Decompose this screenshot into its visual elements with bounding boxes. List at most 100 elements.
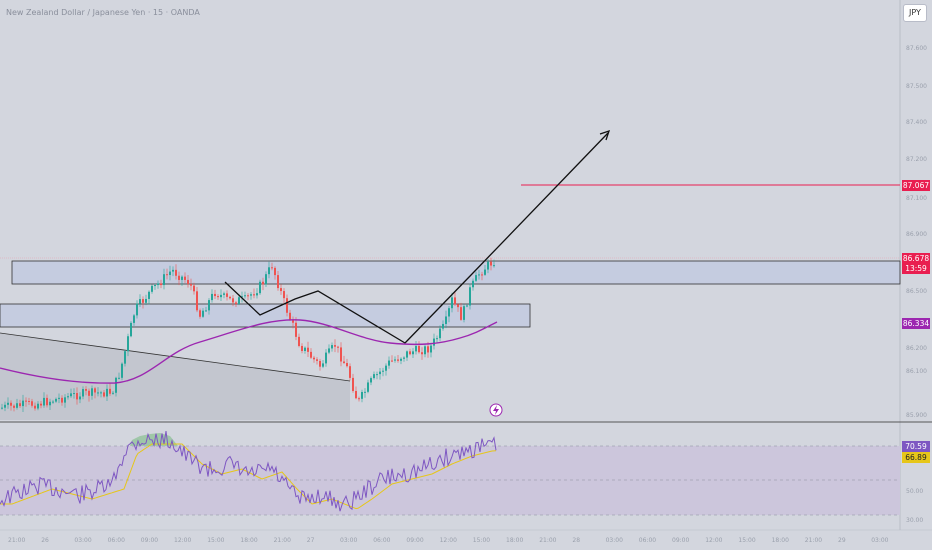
candle-body [370,378,372,383]
candle-body [106,388,108,397]
time-axis-label: 28 [572,537,581,544]
price-axis-label: 86.900 [906,231,927,238]
time-axis-label: 09:00 [406,537,424,544]
rsi-overbought-fill [130,433,178,446]
candle-body [52,401,54,403]
candle-body [175,269,177,276]
time-axis-label: 15:00 [207,537,225,544]
candle-body [454,297,456,305]
candle-body [388,360,390,366]
ma-price-tag: 86.334 [902,318,930,329]
candle-body [22,400,24,407]
projection-line [404,132,609,344]
candle-body [241,296,243,298]
candle-body [307,347,309,352]
time-axis-label: 12:00 [439,537,457,544]
candle-body [409,351,411,355]
candle-body [358,398,360,400]
candle-body [493,265,495,267]
candle-body [448,308,450,317]
time-axis-label: 09:00 [672,537,690,544]
candle-body [223,293,225,295]
candle-body [376,374,378,376]
candle-body [445,316,447,324]
candle-body [361,391,363,399]
candle-body [127,336,129,352]
candle-body [1,407,3,409]
candle-body [277,275,279,289]
candle-body [487,261,489,270]
candle-body [283,291,285,299]
trendline [0,332,351,382]
candle-body [328,348,330,353]
candle-body [211,293,213,301]
rsi-value-tag: 70.59 [902,441,930,452]
candle-body [190,284,192,286]
candle-body [481,274,483,276]
time-axis-label: 18:00 [240,537,258,544]
candle-body [316,359,318,361]
price-axis-label: 87.400 [906,119,927,126]
rsi-band [0,446,900,515]
time-axis-label: 26 [41,537,49,544]
candle-body [274,267,276,276]
candle-body [442,323,444,329]
candle-body [43,397,45,406]
candle-body [451,297,453,309]
time-axis-label: 21:00 [273,537,291,544]
candle-body [214,293,216,297]
arrow-head-icon [599,129,611,141]
candle-body [244,295,246,297]
time-axis-label: 12:00 [705,537,723,544]
candle-body [226,293,228,297]
candle-body [136,303,138,316]
rsi-ma-line [0,443,497,510]
candle-body [406,351,408,358]
current-price-tag: 86.678 [902,253,930,264]
candle-body [88,390,90,396]
candle-body [475,275,477,281]
candle-body [28,400,30,402]
candle-body [208,300,210,311]
candle-body [469,287,471,306]
candle-body [19,403,21,407]
support-zone [0,303,531,328]
price-axis-label: 86.200 [906,345,927,352]
time-axis-label: 21:00 [539,537,557,544]
time-axis-label: 18:00 [506,537,524,544]
candle-body [220,294,222,298]
price-axis-label: 87.500 [906,83,927,90]
candle-body [25,400,27,402]
candle-body [331,345,333,349]
candle-body [439,328,441,339]
candle-body [97,392,99,394]
candle-body [160,283,162,286]
candle-body [340,347,342,362]
rsi-line [0,431,497,512]
candle-body [16,403,18,408]
target-price-tag: 87.067 [902,180,930,191]
candle-body [85,389,87,391]
candle-body [73,393,75,395]
time-axis-label: 15:00 [472,537,491,544]
candle-body [166,274,168,276]
candle-body [271,267,273,269]
time-axis-label: 12:00 [174,537,192,544]
candle-body [292,319,294,323]
candle-body [130,322,132,337]
candle-body [310,351,312,358]
rsi-axis-label: 50.00 [906,488,924,495]
time-axis-label: 03:00 [340,537,358,544]
candle-body [463,306,465,320]
candle-body [49,401,51,406]
candle-body [109,388,111,394]
pattern-drawing [224,281,406,344]
candle-body [262,281,264,285]
candle-body [268,267,270,275]
candle-body [346,363,348,367]
candle-body [460,307,462,320]
candle-body [40,403,42,406]
candle-body [472,280,474,288]
currency-button[interactable]: JPY [903,4,927,22]
